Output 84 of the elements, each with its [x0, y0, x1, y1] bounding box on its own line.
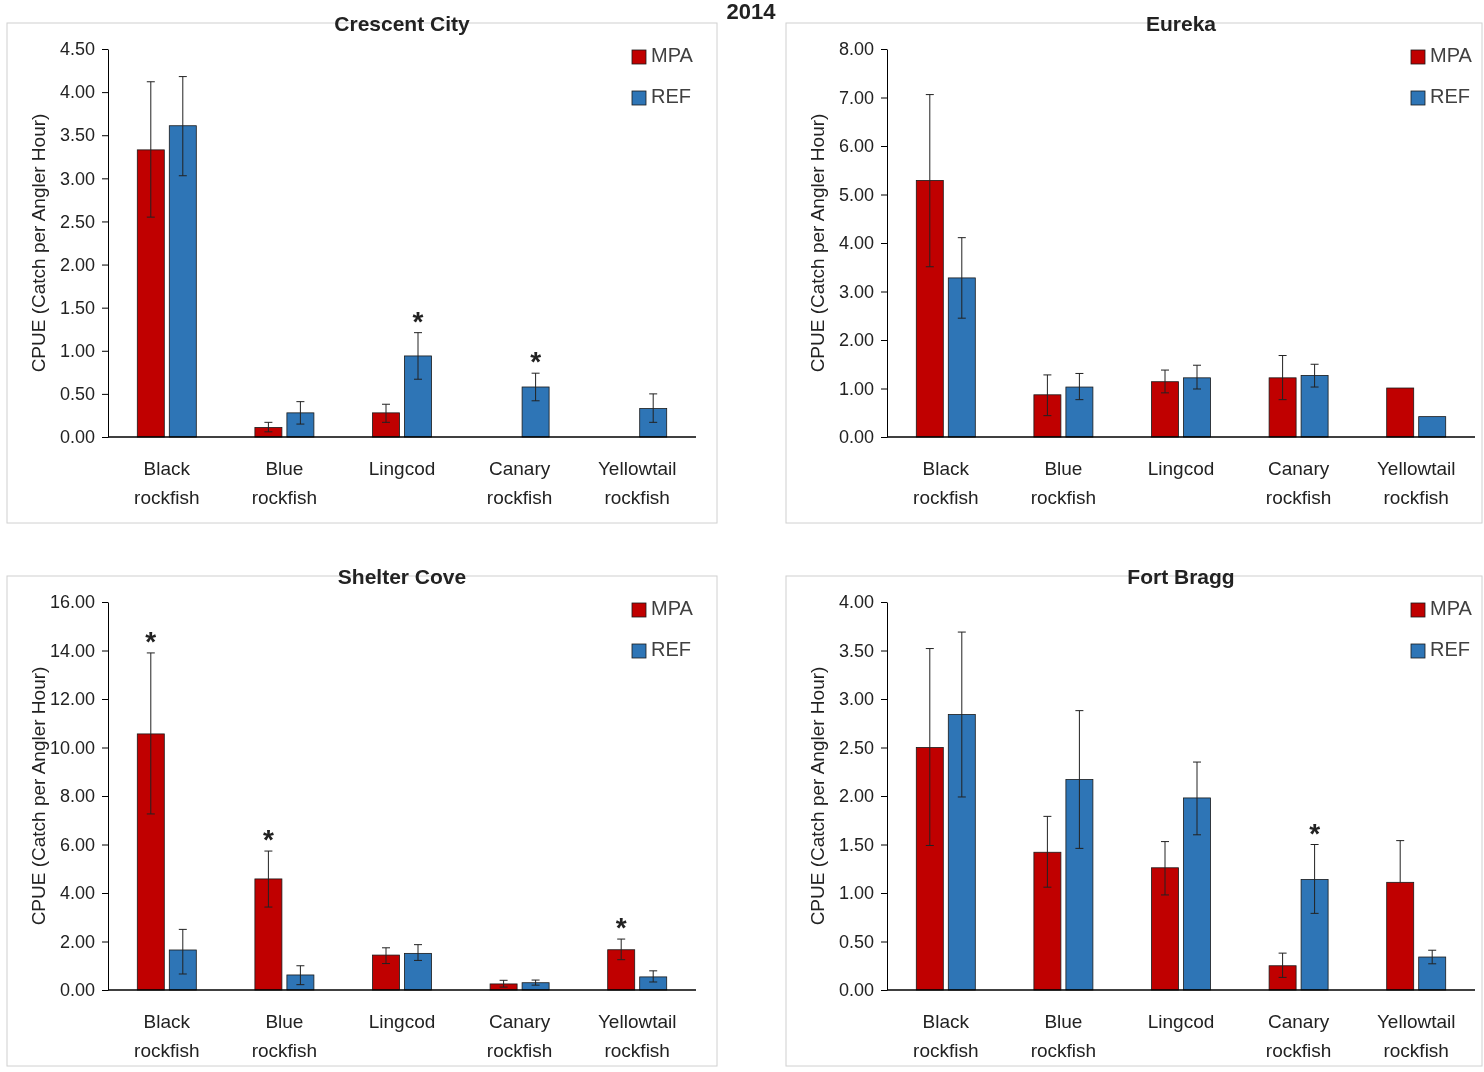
x-tick-label: Canary rockfish: [1265, 1011, 1332, 1061]
y-tick-label: 0.00: [838, 980, 874, 1001]
annotation: *: [530, 346, 542, 378]
x-tick-label: Black rockfish: [134, 458, 200, 508]
y-tick-label: 0.00: [59, 427, 95, 448]
y-tick-label: 1.50: [838, 834, 874, 855]
y-tick-label: 4.00: [59, 883, 95, 904]
y-tick-label: 1.50: [59, 297, 95, 318]
legend-label: REF: [651, 638, 691, 661]
y-tick-label: 8.00: [59, 786, 95, 807]
x-tick-label: Canary rockfish: [486, 458, 553, 508]
y-axis-title: CPUE (Catch per Angler Hour): [28, 666, 49, 926]
annotation: *: [615, 912, 627, 944]
y-tick-label: 16.00: [49, 592, 95, 613]
y-tick-label: 1.00: [59, 341, 95, 362]
y-tick-label: 1.00: [838, 883, 874, 904]
y-tick-label: 2.00: [838, 330, 874, 351]
bar: [1418, 416, 1447, 438]
y-tick-label: 2.50: [838, 737, 874, 758]
y-tick-label: 3.00: [838, 689, 874, 710]
y-tick-label: 3.50: [59, 125, 95, 146]
y-tick-label: 6.00: [838, 136, 874, 157]
legend-label: MPA: [651, 44, 694, 67]
legend-label: REF: [651, 85, 691, 108]
x-tick-label: Yellowtail rockfish: [597, 458, 677, 508]
y-tick-label: 5.00: [838, 184, 874, 205]
x-tick-label: Lingcod: [368, 1011, 436, 1032]
y-tick-label: 14.00: [49, 640, 95, 661]
annotation: *: [412, 305, 424, 337]
x-tick-label: Blue rockfish: [1030, 1011, 1097, 1061]
x-tick-label: Lingcod: [368, 458, 436, 479]
y-tick-label: 0.00: [59, 980, 95, 1001]
x-tick-label: Blue rockfish: [251, 1011, 318, 1061]
y-tick-label: 0.50: [59, 384, 95, 405]
y-tick-label: 8.00: [838, 39, 874, 60]
x-tick-label: Yellowtail rockfish: [1376, 458, 1456, 508]
y-tick-label: 4.00: [838, 233, 874, 254]
x-tick-label: Black rockfish: [913, 458, 979, 508]
y-tick-label: 2.00: [838, 786, 874, 807]
text: 2014: [726, 0, 777, 24]
y-axis-title: CPUE (Catch per Angler Hour): [807, 113, 828, 373]
legend-label: MPA: [651, 597, 694, 620]
x-tick-label: Canary rockfish: [486, 1011, 553, 1061]
chart-title: Crescent City: [334, 11, 471, 35]
y-tick-label: 2.00: [59, 254, 95, 275]
y-tick-label: 0.00: [838, 427, 874, 448]
annotation: *: [145, 625, 157, 657]
y-axis-title: CPUE (Catch per Angler Hour): [28, 113, 49, 373]
chart-title: Eureka: [1145, 11, 1217, 35]
legend-label: REF: [1430, 638, 1470, 661]
x-tick-label: Black rockfish: [913, 1011, 979, 1061]
x-tick-label: Canary rockfish: [1265, 458, 1332, 508]
legend-label: MPA: [1430, 44, 1473, 67]
x-tick-label: Yellowtail rockfish: [1376, 1011, 1456, 1061]
y-tick-label: 7.00: [838, 87, 874, 108]
bar: [521, 982, 550, 991]
legend-label: MPA: [1430, 597, 1473, 620]
x-tick-label: Black rockfish: [134, 1011, 200, 1061]
y-tick-label: 3.00: [59, 168, 95, 189]
chart-title: Shelter Cove: [337, 564, 467, 588]
x-tick-label: Yellowtail rockfish: [597, 1011, 677, 1061]
x-tick-label: Blue rockfish: [1030, 458, 1097, 508]
y-tick-label: 4.00: [838, 592, 874, 613]
y-tick-label: 12.00: [49, 689, 95, 710]
y-tick-label: 3.00: [838, 281, 874, 302]
y-tick-label: 2.00: [59, 931, 95, 952]
bar: [1386, 387, 1415, 438]
y-tick-label: 10.00: [49, 737, 95, 758]
annotation: *: [262, 824, 274, 856]
y-tick-label: 4.50: [59, 39, 95, 60]
x-tick-label: Lingcod: [1147, 1011, 1215, 1032]
y-tick-label: 4.00: [59, 82, 95, 103]
chart-title: Fort Bragg: [1127, 564, 1235, 588]
annotation: *: [1309, 817, 1321, 849]
x-tick-label: Blue rockfish: [251, 458, 318, 508]
legend-label: REF: [1430, 85, 1470, 108]
y-tick-label: 2.50: [59, 211, 95, 232]
x-tick-label: Lingcod: [1147, 458, 1215, 479]
y-tick-label: 0.50: [838, 931, 874, 952]
y-axis-title: CPUE (Catch per Angler Hour): [807, 666, 828, 926]
y-tick-label: 3.50: [838, 640, 874, 661]
bar: [254, 427, 283, 438]
y-tick-label: 1.00: [838, 378, 874, 399]
y-tick-label: 6.00: [59, 834, 95, 855]
